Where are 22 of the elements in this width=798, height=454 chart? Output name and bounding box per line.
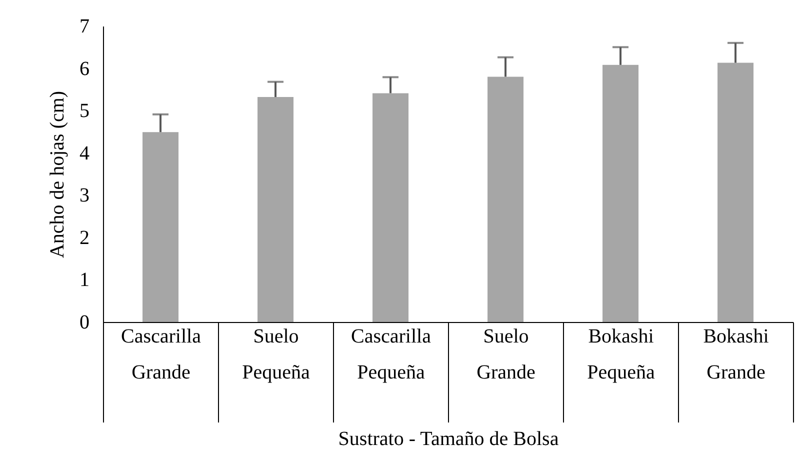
y-tick-label: 1 (80, 269, 90, 292)
x-tick-label: Suelo Grande (476, 326, 536, 384)
bar (718, 62, 754, 322)
y-tick-label: 4 (80, 142, 90, 164)
y-tick-label: 7 (80, 16, 90, 38)
y-tick-label: 5 (80, 100, 90, 122)
x-tick-label: Bokashi Grande (703, 326, 770, 384)
x-axis-title: Sustrato - Tamaño de Bolsa (338, 428, 559, 450)
y-tick-label: 6 (80, 58, 90, 80)
bar (488, 76, 524, 322)
bar (372, 93, 408, 322)
bar (142, 132, 178, 322)
x-tick-label: Bokashi Pequeña (587, 326, 655, 384)
y-tick-label: 3 (80, 184, 90, 207)
x-tick-label: Suelo Pequeña (242, 326, 310, 384)
x-tick-label: Cascarilla Grande (121, 326, 202, 384)
bar (602, 64, 638, 322)
y-tick-label: 2 (80, 226, 90, 249)
y-tick-label: 0 (80, 312, 90, 334)
x-tick-label: Cascarilla Pequeña (351, 326, 432, 384)
y-axis-title: Ancho de hojas (cm) (46, 90, 68, 258)
bar (258, 97, 294, 322)
